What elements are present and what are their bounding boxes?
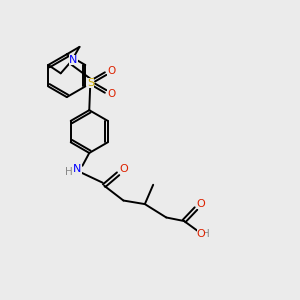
Text: O: O: [196, 199, 205, 209]
Text: S: S: [87, 77, 94, 88]
Text: O: O: [107, 89, 116, 99]
Text: O: O: [120, 164, 128, 174]
Text: N: N: [73, 164, 82, 174]
Text: H: H: [202, 230, 210, 239]
Text: H: H: [65, 167, 73, 177]
Text: N: N: [69, 55, 78, 64]
Text: O: O: [196, 230, 206, 239]
Text: O: O: [107, 66, 116, 76]
